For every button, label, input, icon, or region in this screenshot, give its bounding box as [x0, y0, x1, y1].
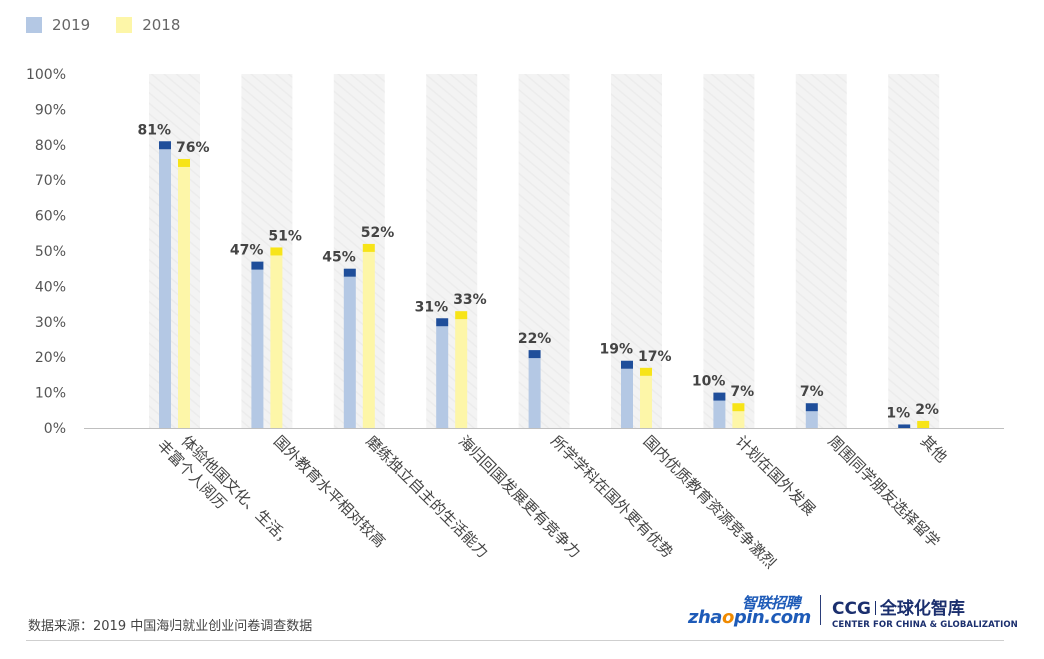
y-tick-label: 10% [35, 386, 66, 402]
data-label-2019: 7% [800, 384, 824, 400]
bar-2019 [713, 400, 726, 428]
bar-cap-2019 [621, 360, 633, 369]
bar-cap-2018 [270, 247, 283, 256]
y-tick-label: 80% [35, 138, 66, 154]
bar-cap-2019 [898, 424, 911, 428]
category-band [888, 74, 940, 428]
data-label-2019: 81% [137, 122, 171, 138]
data-label-2018: 52% [361, 225, 395, 241]
data-label-2018: 76% [176, 140, 210, 156]
data-label-2019: 47% [230, 243, 264, 259]
category-band [241, 74, 293, 428]
y-tick-label: 50% [35, 244, 66, 260]
x-category-label: 计划在国外发展 [732, 432, 819, 519]
ccg-logo: CCG 全球化智库 CENTER FOR CHINA & GLOBALIZATIO… [832, 594, 1022, 630]
data-label-2018: 17% [638, 349, 672, 365]
zhaopin-logo-en-a: zha [688, 607, 722, 628]
category-band [333, 74, 385, 428]
x-category-label-line: 计划在国外发展 [732, 432, 819, 519]
y-tick-label: 20% [35, 350, 66, 366]
legend-label-2019: 2019 [52, 16, 91, 34]
bar-2018 [640, 375, 652, 428]
bar-cap-2019 [805, 403, 818, 412]
data-label-2019: 19% [599, 342, 633, 358]
bar-2019 [343, 276, 356, 428]
bar-cap-2018 [178, 158, 190, 167]
ccg-logo-top: CCG 全球化智库 [832, 594, 1022, 619]
bar-2019 [805, 411, 818, 428]
zhaopin-logo: 智联招聘 zhaopin.com [688, 592, 811, 632]
y-tick-label: 40% [35, 279, 66, 295]
data-label-2018: 33% [453, 292, 487, 308]
logo-divider [820, 595, 821, 625]
legend: 2019 2018 [26, 16, 180, 34]
bar-cap-2019 [343, 268, 356, 277]
footer-divider [26, 640, 1004, 641]
bar-cap-2018 [455, 311, 468, 320]
y-tick-label: 30% [35, 315, 66, 331]
bar-2018 [455, 319, 468, 428]
bar-cap-2019 [713, 392, 726, 401]
x-category-label: 其他 [917, 432, 951, 466]
bar-cap-2019 [436, 318, 449, 327]
legend-item-2018: 2018 [116, 16, 180, 34]
category-band [149, 74, 200, 428]
bar-2019 [159, 149, 171, 428]
bar-2018 [732, 411, 745, 428]
bar-cap-2018 [917, 420, 930, 428]
x-category-label-line: 其他 [917, 432, 951, 466]
y-tick-label: 100% [26, 67, 66, 83]
data-label-2019: 45% [322, 250, 356, 266]
category-band [426, 74, 478, 428]
category-band [795, 74, 847, 428]
bar-2019 [621, 368, 633, 428]
data-label-2019: 31% [415, 299, 449, 315]
category-band [518, 74, 570, 428]
category-band [703, 74, 755, 428]
data-label-2019: 1% [886, 405, 910, 421]
bar-2018 [270, 255, 283, 428]
bar-cap-2018 [732, 403, 745, 412]
y-tick-label: 60% [35, 209, 66, 225]
data-label-2018: 2% [915, 402, 939, 418]
zhaopin-logo-en-b: pin.com [733, 607, 812, 628]
bar-2018 [362, 251, 375, 428]
legend-swatch-2018 [116, 17, 133, 33]
data-label-2018: 7% [730, 384, 754, 400]
bar-2019 [528, 358, 541, 428]
source-note: 数据来源：2019 中国海归就业创业问卷调查数据 [28, 619, 313, 634]
data-label-2019: 10% [692, 374, 726, 390]
ccg-cn: 全球化智库 [879, 599, 965, 619]
y-tick-label: 70% [35, 173, 66, 189]
legend-label-2018: 2018 [142, 16, 181, 34]
bar-cap-2019 [159, 141, 171, 150]
ccg-separator [874, 601, 876, 615]
ccg-abbr: CCG [832, 599, 871, 619]
bar-cap-2018 [640, 367, 652, 376]
bar-2018 [178, 166, 190, 428]
data-label-2019: 22% [518, 331, 552, 347]
y-tick-label: 90% [35, 102, 66, 118]
bar-2019 [251, 269, 264, 428]
legend-swatch-2019 [26, 17, 42, 33]
zhaopin-logo-en-dot: o [721, 607, 734, 628]
legend-item-2019: 2019 [26, 16, 90, 34]
data-label-2018: 51% [268, 228, 302, 244]
bar-cap-2019 [251, 261, 264, 270]
bar-cap-2018 [362, 243, 375, 252]
ccg-en: CENTER FOR CHINA & GLOBALIZATION [832, 620, 1018, 630]
category-band [611, 74, 662, 428]
bar-cap-2019 [528, 350, 541, 359]
zhaopin-logo-cn: 智联招聘 [741, 594, 801, 612]
zhaopin-logo-en: zhaopin.com [688, 607, 811, 628]
y-tick-label: 0% [44, 421, 66, 437]
bar-2019 [436, 326, 449, 428]
